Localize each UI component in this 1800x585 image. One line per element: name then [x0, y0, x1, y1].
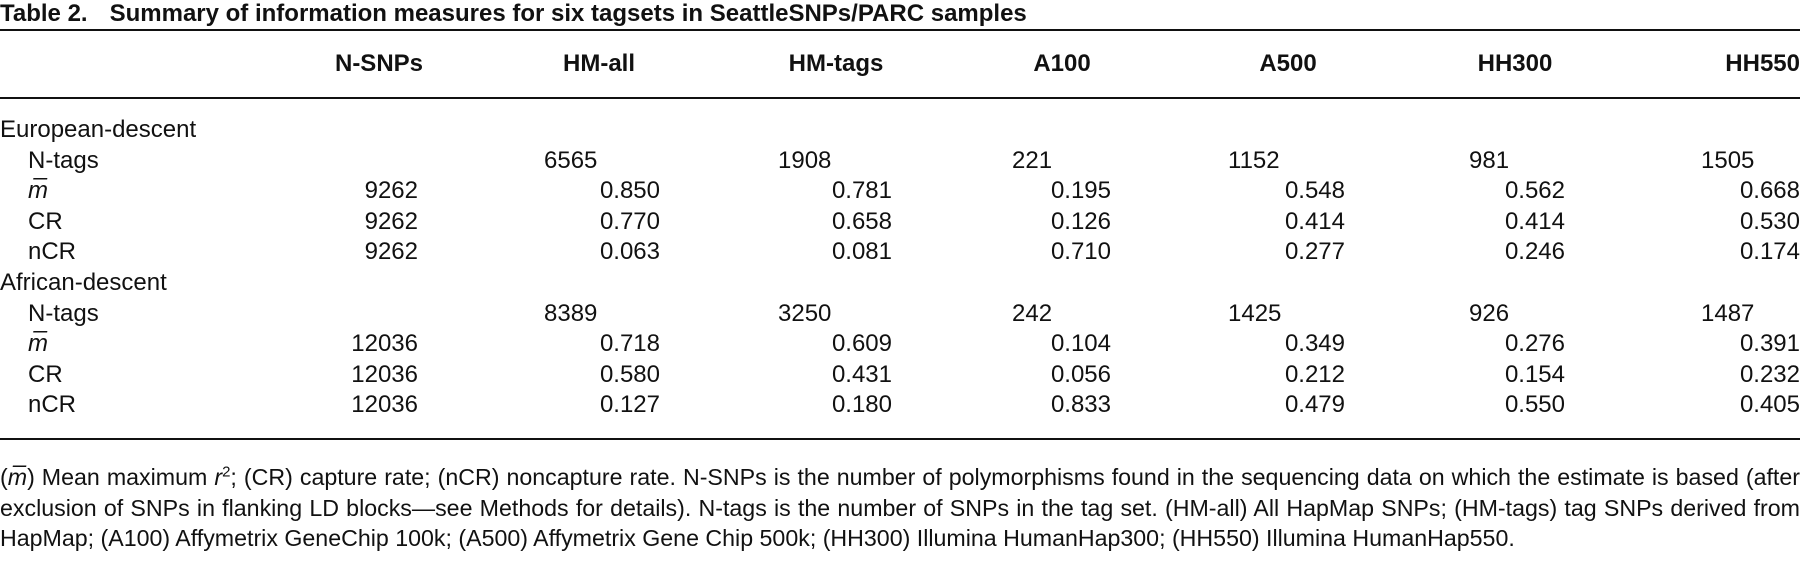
table-cell: 0.195: [1050, 177, 1111, 205]
table-cell: 0.154: [1504, 360, 1565, 388]
table-cell: 0.431: [831, 360, 892, 388]
table-cell: 0.349: [1284, 330, 1345, 358]
column-header: HH550: [1725, 50, 1800, 77]
row-label: nCR: [28, 238, 77, 266]
table-cell: 0.414: [1504, 207, 1565, 235]
footnote-superscript: 2: [222, 463, 231, 481]
table-cell: 0.127: [599, 391, 660, 419]
table-cell: 0.081: [831, 238, 892, 266]
table-cell: 0.833: [1050, 391, 1111, 419]
table-cell: 1152: [1228, 146, 1280, 174]
table-cell: 0.658: [831, 207, 892, 235]
table-cell: 0.550: [1504, 391, 1565, 419]
table-cell: 0.609: [831, 330, 892, 358]
row-label: m̅: [28, 330, 48, 358]
table-cell: 0.126: [1050, 207, 1111, 235]
table-cell: 0.405: [1739, 391, 1800, 419]
table-cell: 0.391: [1739, 330, 1800, 358]
title-text: Summary of information measures for six …: [109, 0, 1027, 27]
table-cell: 12036: [351, 360, 418, 388]
row-label: CR: [28, 207, 63, 235]
table-cell: 0.562: [1504, 177, 1565, 205]
footnote-text: (: [0, 464, 8, 490]
table-cell: 0.548: [1284, 177, 1345, 205]
table-cell: 0.530: [1739, 207, 1800, 235]
table-cell: 0.781: [831, 177, 892, 205]
table-cell: 0.246: [1504, 238, 1565, 266]
column-header: HM-tags: [788, 50, 884, 77]
table-cell: 221: [1012, 146, 1053, 174]
table-cell: 0.277: [1284, 238, 1345, 266]
column-header: HH300: [1477, 50, 1553, 77]
row-label: CR: [28, 360, 63, 388]
footnote: (m̅) Mean maximum r2; (CR) capture rate;…: [0, 462, 1800, 554]
table-cell: 0.174: [1739, 238, 1800, 266]
top-rule: [0, 29, 1800, 31]
column-header: HM-all: [563, 50, 635, 77]
table-cell: 12036: [351, 330, 418, 358]
table-cell: 926: [1469, 299, 1510, 327]
table-cell: 0.580: [599, 360, 660, 388]
footnote-symbol: m̅: [7, 464, 28, 490]
table-cell: 0.276: [1504, 330, 1565, 358]
table-cell: 1505: [1701, 146, 1755, 174]
table-cell: 0.414: [1284, 207, 1345, 235]
table-cell: 0.232: [1739, 360, 1800, 388]
table-cell: 1487: [1701, 299, 1755, 327]
column-header: A500: [1259, 50, 1317, 77]
table-cell: 9262: [364, 238, 418, 266]
row-label: m̅: [28, 177, 48, 205]
table-cell: 3250: [778, 299, 832, 327]
table-cell: 242: [1012, 299, 1053, 327]
group-label: European-descent: [0, 116, 197, 143]
column-header: A100: [1033, 50, 1091, 77]
footnote-symbol: r: [214, 464, 223, 490]
bottom-rule: [0, 438, 1800, 440]
table-cell: 0.770: [599, 207, 660, 235]
table-cell: 1908: [778, 146, 832, 174]
table-label: Table 2.: [0, 0, 88, 27]
footnote-text: ; (CR) capture rate; (nCR) noncapture ra…: [0, 464, 1800, 551]
row-label: N-tags: [28, 299, 99, 327]
footnote-text: ) Mean maximum: [27, 464, 215, 490]
table-cell: 0.710: [1050, 238, 1111, 266]
table-cell: 8389: [544, 299, 598, 327]
table-cell: 0.063: [599, 238, 660, 266]
table-cell: 0.718: [599, 330, 660, 358]
table-cell: 0.212: [1284, 360, 1345, 388]
table-cell: 0.056: [1050, 360, 1111, 388]
table-cell: 0.479: [1284, 391, 1345, 419]
table-cell: 1425: [1228, 299, 1282, 327]
group-label: African-descent: [0, 269, 167, 296]
row-label: N-tags: [28, 146, 99, 174]
table-cell: 9262: [364, 207, 418, 235]
table-cell: 9262: [364, 177, 418, 205]
table-title: Table 2. Summary of information measures …: [0, 0, 1027, 28]
table-cell: 0.850: [599, 177, 660, 205]
row-label: nCR: [28, 391, 77, 419]
table-cell: 981: [1469, 146, 1510, 174]
header-rule: [0, 97, 1800, 99]
table-cell: 6565: [544, 146, 598, 174]
table-cell: 0.104: [1050, 330, 1111, 358]
table-cell: 0.668: [1739, 177, 1800, 205]
table-cell: 12036: [351, 391, 418, 419]
column-header: N-SNPs: [334, 50, 424, 77]
table-cell: 0.180: [831, 391, 892, 419]
